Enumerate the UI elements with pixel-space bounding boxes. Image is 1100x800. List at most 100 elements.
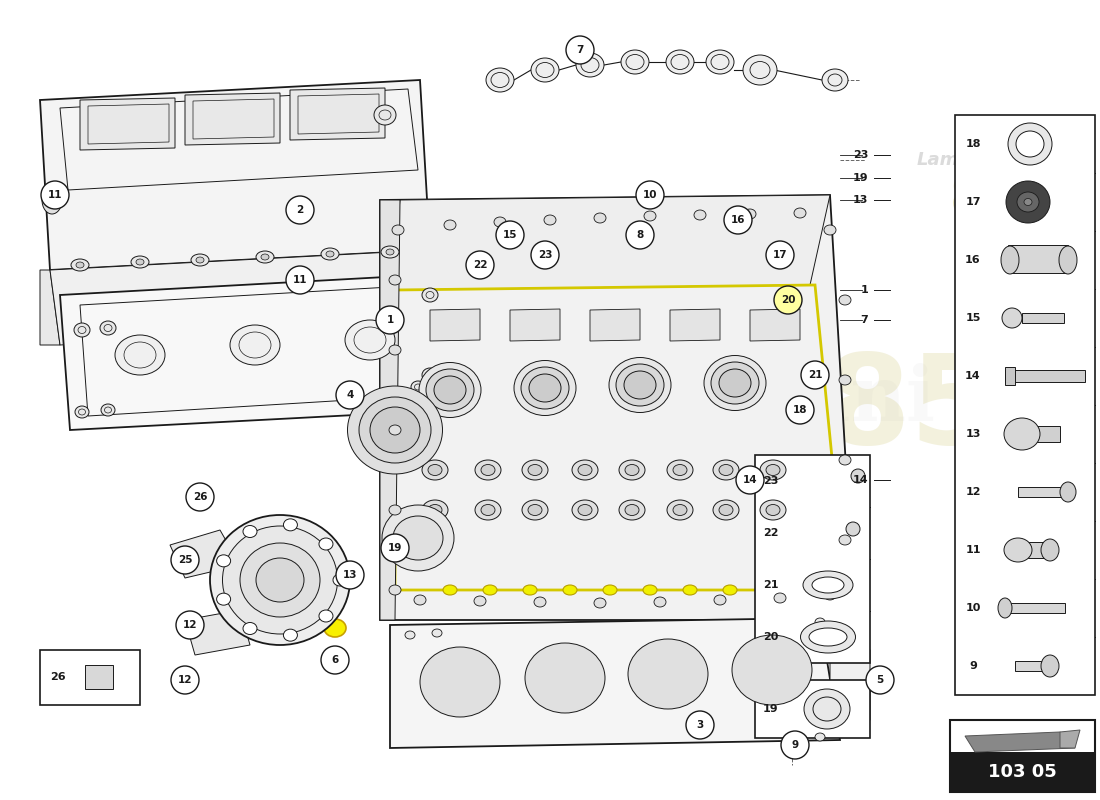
Text: 1: 1 [386,315,394,325]
Text: 14: 14 [965,371,981,381]
Circle shape [336,381,364,409]
Circle shape [566,36,594,64]
Ellipse shape [644,585,657,595]
Ellipse shape [475,500,500,520]
Ellipse shape [603,585,617,595]
Ellipse shape [422,460,448,480]
Ellipse shape [443,585,456,595]
Circle shape [381,534,409,562]
Circle shape [376,306,404,334]
Polygon shape [185,93,280,145]
Text: a passion for cars: a passion for cars [336,226,584,314]
Circle shape [170,666,199,694]
Ellipse shape [563,585,578,595]
Ellipse shape [619,500,645,520]
Ellipse shape [616,364,664,406]
Ellipse shape [261,254,270,260]
Text: Lamborghini: Lamborghini [916,151,1044,169]
Bar [1005,603,1065,613]
Text: 3: 3 [696,720,704,730]
Ellipse shape [742,55,777,85]
Circle shape [686,711,714,739]
Ellipse shape [760,460,786,480]
Text: 11: 11 [966,545,981,555]
Text: 12: 12 [183,620,197,630]
Ellipse shape [444,220,456,230]
Ellipse shape [222,526,338,634]
Ellipse shape [528,505,542,515]
Ellipse shape [243,526,257,538]
Ellipse shape [389,345,402,355]
Text: 19: 19 [852,173,868,183]
Polygon shape [830,640,870,730]
Ellipse shape [1016,131,1044,157]
Text: 1: 1 [860,285,868,295]
Ellipse shape [706,50,734,74]
Ellipse shape [578,505,592,515]
Text: 15: 15 [966,313,981,323]
Ellipse shape [326,251,334,257]
Ellipse shape [763,585,777,595]
Ellipse shape [644,211,656,221]
Circle shape [724,206,752,234]
Text: 23: 23 [852,150,868,160]
Ellipse shape [839,535,851,545]
Ellipse shape [422,368,438,382]
Ellipse shape [1004,418,1040,450]
Ellipse shape [116,335,165,375]
Ellipse shape [624,371,656,399]
Bar [1015,661,1050,671]
Ellipse shape [667,500,693,520]
Circle shape [286,266,313,294]
Ellipse shape [846,522,860,536]
Text: 5: 5 [877,675,883,685]
Text: 14: 14 [742,475,757,485]
Ellipse shape [824,225,836,235]
Ellipse shape [217,593,231,605]
Ellipse shape [426,369,474,411]
Text: 16: 16 [730,215,746,225]
Ellipse shape [191,254,209,266]
Text: 26: 26 [51,672,66,682]
Ellipse shape [196,257,204,263]
Ellipse shape [839,375,851,385]
Ellipse shape [998,598,1012,618]
Ellipse shape [578,465,592,475]
Polygon shape [80,98,175,150]
Ellipse shape [256,558,304,602]
Bar [1005,367,1015,385]
Ellipse shape [321,248,339,260]
Ellipse shape [713,460,739,480]
Ellipse shape [1041,539,1059,561]
Ellipse shape [359,397,431,463]
Text: 12: 12 [178,675,192,685]
Text: 103 05: 103 05 [988,763,1057,781]
Polygon shape [750,309,800,341]
Bar [1005,370,1085,382]
Circle shape [41,181,69,209]
Ellipse shape [723,585,737,595]
Ellipse shape [719,369,751,397]
Ellipse shape [625,505,639,515]
Ellipse shape [240,543,320,617]
Circle shape [736,466,764,494]
Circle shape [176,611,204,639]
Circle shape [496,221,524,249]
Ellipse shape [42,186,62,214]
Ellipse shape [839,455,851,465]
Bar [955,115,1094,695]
Ellipse shape [256,251,274,263]
Text: 9: 9 [969,661,977,671]
Ellipse shape [333,574,346,586]
Text: 8: 8 [637,230,644,240]
Ellipse shape [486,68,514,92]
Text: Lamborghini: Lamborghini [385,362,935,438]
Ellipse shape [719,505,733,515]
Ellipse shape [528,465,542,475]
Text: 11: 11 [293,275,307,285]
Bar [950,720,1094,792]
Ellipse shape [815,634,825,642]
Ellipse shape [414,595,426,605]
Polygon shape [390,618,840,748]
Polygon shape [50,250,440,345]
